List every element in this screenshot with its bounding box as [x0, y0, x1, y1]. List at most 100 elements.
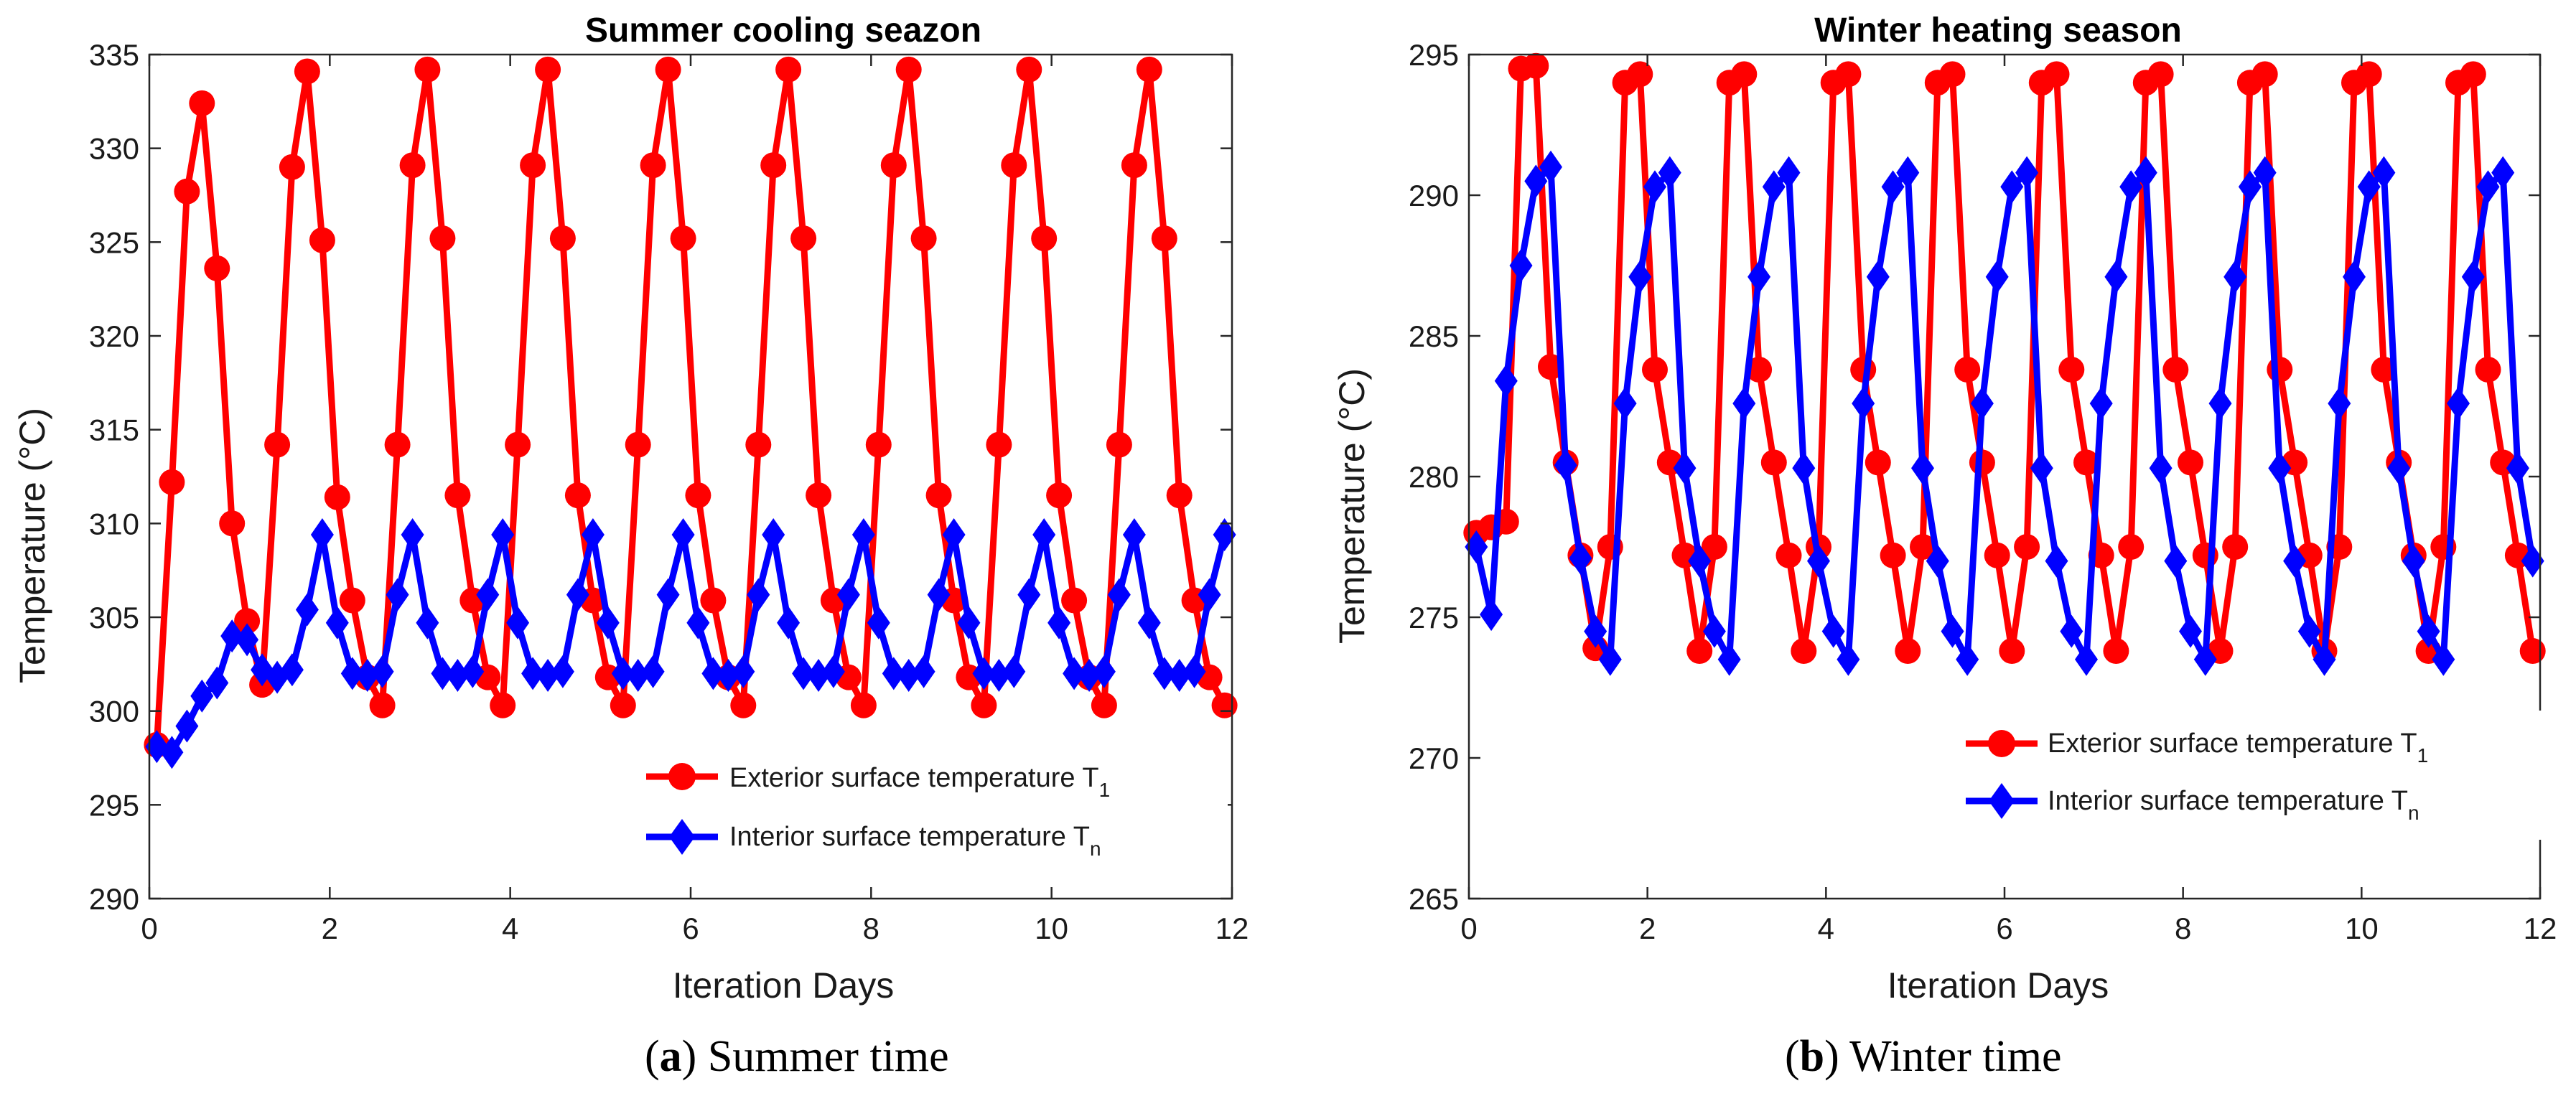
data-point — [2297, 614, 2321, 648]
data-point — [1063, 657, 1086, 690]
data-point — [1047, 606, 1071, 639]
y-tick-label: 335 — [89, 38, 139, 72]
data-point — [1627, 61, 1653, 88]
data-point — [987, 659, 1011, 692]
data-point — [1852, 387, 1875, 421]
legend-box — [632, 738, 1228, 871]
data-point — [850, 692, 877, 718]
data-point — [2491, 156, 2515, 189]
data-point — [942, 518, 966, 551]
series-interior — [145, 518, 1236, 769]
data-point — [2357, 170, 2381, 204]
data-point — [610, 692, 636, 718]
data-point — [1999, 638, 2025, 664]
data-point — [1895, 638, 1921, 664]
data-point — [775, 56, 802, 83]
y-tick-label: 320 — [89, 319, 139, 353]
data-point — [2043, 61, 2070, 88]
data-point — [2118, 534, 2145, 560]
x-tick-label: 10 — [2345, 912, 2379, 945]
data-point — [2387, 451, 2411, 485]
data-point — [505, 431, 531, 458]
data-point — [1821, 614, 1845, 648]
data-point — [2251, 61, 2278, 88]
data-point — [2223, 260, 2247, 294]
data-point — [1152, 657, 1176, 690]
data-point — [2417, 614, 2440, 648]
data-point — [2015, 156, 2039, 189]
data-point — [1941, 614, 1964, 648]
legend-interior-marker — [1989, 783, 2015, 819]
data-point — [204, 255, 230, 281]
y-tick-label: 265 — [1409, 882, 1459, 916]
data-point — [1791, 638, 1817, 664]
data-point — [340, 657, 364, 690]
data-point — [219, 510, 246, 537]
data-point — [1213, 518, 1236, 551]
data-point — [1760, 449, 1787, 476]
data-point — [821, 655, 845, 688]
data-point — [2208, 387, 2232, 421]
data-point — [1732, 387, 1756, 421]
data-point — [476, 578, 500, 612]
data-point — [1182, 655, 1206, 688]
data-point — [310, 518, 334, 551]
data-point — [611, 657, 635, 690]
data-point — [2119, 170, 2143, 204]
y-axis-label: Temperature (°C) — [1332, 368, 1372, 644]
data-point — [1880, 542, 1906, 568]
data-point — [700, 587, 727, 614]
data-point — [1954, 357, 1981, 383]
data-point — [1016, 56, 1042, 83]
data-point — [2519, 638, 2546, 664]
data-point — [1121, 152, 1147, 179]
data-point — [1807, 544, 1830, 578]
data-point — [2506, 451, 2529, 485]
data-point — [1984, 542, 2010, 568]
data-point — [1939, 61, 1966, 88]
data-point — [701, 657, 725, 690]
x-tick-label: 10 — [1035, 912, 1068, 945]
data-point — [384, 431, 411, 458]
data-point — [416, 606, 439, 639]
data-point — [971, 692, 997, 718]
data-point — [986, 431, 1012, 458]
data-point — [1523, 52, 1549, 79]
data-point — [1091, 692, 1117, 718]
y-tick-label: 325 — [89, 225, 139, 259]
data-point — [747, 578, 770, 612]
data-point — [2014, 534, 2040, 560]
data-point — [2313, 642, 2336, 676]
data-point — [851, 518, 875, 551]
y-tick-label: 285 — [1409, 319, 1459, 353]
x-tick-label: 8 — [2175, 912, 2191, 945]
data-point — [777, 606, 801, 639]
data-point — [882, 657, 905, 690]
data-point — [1122, 518, 1146, 551]
legend-interior-label: Interior surface temperature Tn — [2048, 786, 2419, 824]
chart-title: Summer cooling seazon — [585, 11, 981, 50]
data-point — [294, 58, 320, 85]
x-axis-label: Iteration Days — [673, 965, 894, 1006]
data-point — [1509, 249, 1533, 282]
data-point — [1494, 364, 1518, 398]
data-point — [2222, 534, 2249, 560]
data-point — [370, 655, 394, 688]
data-point — [671, 518, 695, 551]
data-point — [1151, 225, 1177, 252]
data-point — [2253, 156, 2277, 189]
data-point — [491, 518, 515, 551]
data-point — [324, 484, 350, 510]
data-point — [564, 482, 591, 509]
data-point — [686, 606, 710, 639]
data-point — [189, 90, 215, 116]
y-tick-label: 275 — [1409, 601, 1459, 634]
data-point — [685, 482, 711, 509]
series-exterior — [144, 56, 1238, 758]
data-point — [1658, 156, 1681, 189]
data-point — [1746, 357, 1773, 383]
data-point — [1731, 61, 1758, 88]
chart-title: Winter heating season — [1814, 11, 2182, 50]
data-point — [2045, 544, 2068, 578]
data-point — [2268, 451, 2292, 485]
